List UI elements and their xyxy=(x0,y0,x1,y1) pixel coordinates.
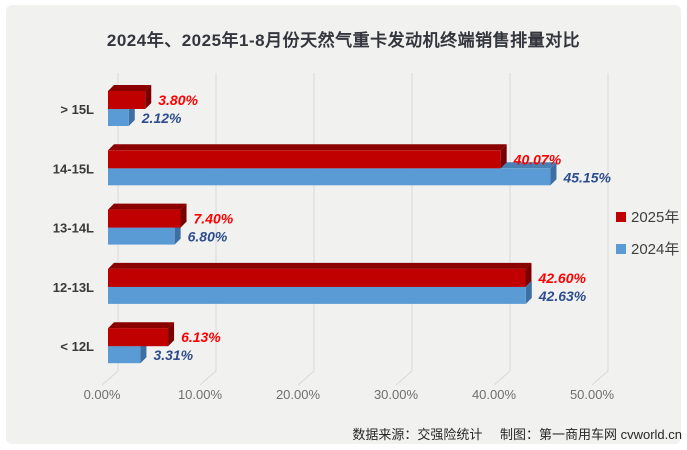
gridline-floor xyxy=(395,370,413,386)
legend-item-2024: 2024年 xyxy=(616,238,679,259)
chart-footer: 数据来源：交强险统计 制图：第一商用车网 cvworld.cn xyxy=(352,424,682,443)
category-label: 14-15L xyxy=(53,161,94,176)
x-axis-tick-label: 50.00% xyxy=(570,387,615,402)
gridline-floor xyxy=(297,370,315,386)
bar-2025-side-face xyxy=(168,322,175,347)
bar-2024-side-face xyxy=(550,162,557,186)
x-axis-tick-label: 10.00% xyxy=(178,387,223,402)
chart-title: 2024年、2025年1-8月份天然气重卡发动机终端销售排量对比 xyxy=(106,31,581,50)
value-label-2025: 3.80% xyxy=(158,92,198,108)
bar-2024-front-face xyxy=(108,346,141,364)
category-label: > 15L xyxy=(60,102,94,117)
gridline-floor xyxy=(199,370,217,386)
gridline-floor xyxy=(493,370,511,386)
chart-legend: 2025年 2024年 xyxy=(616,206,679,259)
bar-2025-top-face xyxy=(108,203,187,210)
bar-2025-front-face xyxy=(108,328,169,347)
value-label-2024: 6.80% xyxy=(188,229,228,245)
value-label-2025: 6.13% xyxy=(181,329,221,345)
category-label: < 12L xyxy=(60,339,94,354)
bar-2025-front-face xyxy=(108,268,526,287)
gridline-floor xyxy=(591,370,609,386)
data-source-text: 数据来源：交强险统计 xyxy=(352,427,483,442)
value-label-2024: 3.31% xyxy=(153,347,193,363)
bar-2025-top-face xyxy=(108,85,152,91)
value-label-2024: 2.12% xyxy=(141,110,182,126)
legend-item-2025: 2025年 xyxy=(616,206,679,227)
legend-swatch-2025 xyxy=(616,211,626,222)
bar-2025-top-face xyxy=(108,262,532,269)
bar-2025-side-face xyxy=(525,262,532,287)
legend-label-2024: 2024年 xyxy=(631,241,680,258)
bar-2024-front-face xyxy=(108,227,175,245)
bar-2025-top-face xyxy=(108,144,507,151)
legend-label-2025: 2025年 xyxy=(631,209,680,226)
x-axis-tick-label: 0.00% xyxy=(84,387,121,402)
bar-2024-front-face xyxy=(108,286,526,304)
bar-2025-side-face xyxy=(500,144,507,169)
bar-2025-front-face xyxy=(108,209,181,228)
category-label: 12-13L xyxy=(53,280,94,295)
credit-text: 制图：第一商用车网 cvworld.cn xyxy=(499,427,682,442)
bar-2024-side-face xyxy=(525,280,532,304)
value-label-2025: 40.07% xyxy=(513,151,562,167)
bar-2024-front-face xyxy=(108,168,551,186)
gridline-floor xyxy=(101,370,119,386)
x-axis-tick-label: 40.00% xyxy=(472,387,517,402)
category-label: 13-14L xyxy=(53,221,94,236)
value-label-2025: 42.60% xyxy=(537,270,586,286)
x-axis-tick-label: 30.00% xyxy=(374,387,419,402)
value-label-2024: 45.15% xyxy=(562,169,611,185)
value-label-2024: 42.63% xyxy=(538,288,587,304)
bar-2024-front-face xyxy=(108,109,129,126)
bar-2025-side-face xyxy=(145,85,152,109)
bar-2025-top-face xyxy=(108,322,175,329)
legend-swatch-2024 xyxy=(616,243,626,254)
x-axis-tick-label: 20.00% xyxy=(276,387,321,402)
bar-2025-side-face xyxy=(180,203,187,228)
bar-2025-front-face xyxy=(108,150,501,169)
value-label-2025: 7.40% xyxy=(194,211,234,227)
bar-2025-front-face xyxy=(108,91,146,109)
